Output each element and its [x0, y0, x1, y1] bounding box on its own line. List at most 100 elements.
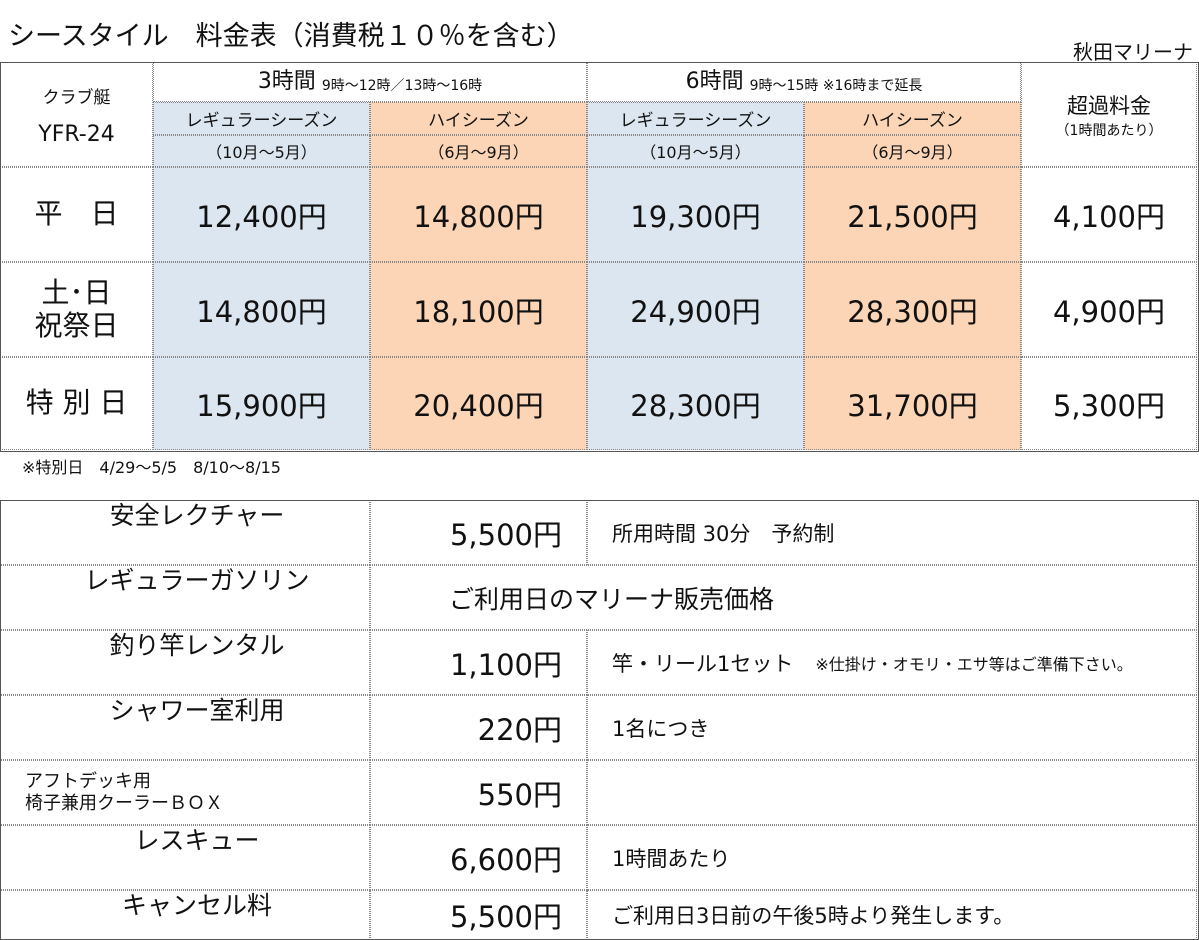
season-name: ハイシーズン: [862, 111, 963, 131]
season-name-cell: レギュラーシーズン: [587, 102, 804, 135]
price-cell: 31,700円: [804, 357, 1021, 450]
option-subnote: ※仕掛け・オモリ・エサ等はご準備下さい。: [815, 654, 1133, 674]
price-cell: 28,300円: [587, 357, 804, 450]
option-name: 釣り竿レンタル: [109, 631, 285, 660]
option-note-text: ご利用日3日前の午後5時より発生します。: [612, 904, 1015, 928]
season-period: （10月～5月）: [640, 143, 751, 162]
option-note-cell: 所用時間 30分 予約制: [587, 500, 1197, 565]
price: 24,900円: [630, 294, 761, 329]
price-cell: 24,900円: [587, 262, 804, 357]
option-note-text: 1名につき: [612, 716, 710, 741]
note-wrap: ※特別日 4/29～5/5 8/10～8/15: [22, 454, 622, 477]
price-cell: 15,900円: [153, 357, 370, 450]
option-item-cell: アフトデッキ用 椅子兼用クーラーＢＯＸ: [0, 760, 370, 825]
season-period-cell: （6月～9月）: [370, 135, 587, 167]
option-name: レスキュー: [134, 826, 260, 855]
option-price: 5,500円: [449, 517, 562, 552]
overtime-price: 4,900円: [1052, 294, 1166, 329]
season-period-cell: （10月～5月）: [153, 135, 370, 167]
price-cell: 20,400円: [370, 357, 587, 450]
option-merged-cell: ご利用日のマリーナ販売価格: [370, 565, 1197, 630]
option-note-text: 竿・リール1セット: [612, 651, 794, 676]
plan-hours: 9時～15時 ※16時まで延長: [749, 78, 923, 94]
price-cell: 18,100円: [370, 262, 587, 357]
option-item-cell: シャワー室利用: [0, 695, 370, 760]
season-period: （6月～9月）: [428, 143, 529, 162]
option-note-cell: [587, 760, 1197, 825]
plan-duration: 6時間: [685, 69, 744, 94]
option-price-cell: 1,100円: [370, 630, 587, 695]
day-label: 平 日: [34, 197, 119, 231]
option-note-cell: 1時間あたり: [587, 825, 1197, 890]
option-name: キャンセル料: [121, 891, 272, 920]
season-period-cell: （6月～9月）: [804, 135, 1021, 167]
option-note-text: 1時間あたり: [612, 846, 731, 871]
option-price: 220円: [477, 712, 562, 747]
option-merged: ご利用日のマリーナ販売価格: [449, 584, 775, 614]
overtime-price: 4,100円: [1052, 199, 1166, 234]
price: 28,300円: [847, 294, 978, 329]
title: シースタイル 料金表（消費税１０％を含む）: [8, 21, 574, 52]
price: 28,300円: [630, 388, 761, 423]
option-note-cell: ご利用日3日前の午後5時より発生します。: [587, 890, 1197, 940]
option-item-cell: 釣り竿レンタル: [0, 630, 370, 695]
location: 秋田マリーナ: [1073, 40, 1193, 64]
overtime-price-cell: 4,100円: [1021, 167, 1197, 262]
season-name-cell: ハイシーズン: [370, 102, 587, 135]
overtime-price-cell: 4,900円: [1021, 262, 1197, 357]
price: 31,700円: [847, 388, 978, 423]
price-cell: 19,300円: [587, 167, 804, 262]
option-name: 椅子兼用クーラーＢＯＸ: [25, 792, 223, 814]
boat-label: クラブ艇: [42, 87, 111, 108]
option-name: 安全レクチャー: [109, 501, 285, 530]
option-price-cell: 5,500円: [370, 500, 587, 565]
season-name: レギュラーシーズン: [185, 111, 338, 131]
option-price: 550円: [477, 777, 562, 812]
day-cell: 土･日 祝祭日: [0, 262, 153, 357]
option-name: レギュラーガソリン: [84, 566, 310, 595]
price-cell: 28,300円: [804, 262, 1021, 357]
price: 15,900円: [196, 388, 327, 423]
season-period: （10月～5月）: [206, 143, 317, 162]
season-period-cell: （10月～5月）: [587, 135, 804, 167]
season-period: （6月～9月）: [862, 143, 963, 162]
option-item-cell: レギュラーガソリン: [0, 565, 370, 630]
overtime-label: 超過料金: [1067, 93, 1151, 118]
day-label: 祝祭日: [34, 308, 119, 342]
price: 14,800円: [413, 199, 544, 234]
day-cell: 特 別 日: [0, 357, 153, 450]
option-price: 1,100円: [449, 647, 562, 682]
option-note-cell: 1名につき: [587, 695, 1197, 760]
price: 19,300円: [630, 199, 761, 234]
option-name: アフトデッキ用: [25, 770, 151, 792]
option-price-cell: 6,600円: [370, 825, 587, 890]
day-label: 特 別 日: [25, 386, 128, 420]
overtime-note: （1時間あたり）: [1055, 122, 1163, 139]
plan-duration: 3時間: [257, 69, 316, 94]
plan-cell: 6時間 9時～15時 ※16時まで延長: [587, 62, 1021, 102]
price: 14,800円: [196, 294, 327, 329]
option-price: 6,600円: [449, 842, 562, 877]
season-name: ハイシーズン: [428, 111, 529, 131]
option-price-cell: 550円: [370, 760, 587, 825]
boat-model: YFR-24: [38, 121, 115, 147]
price-cell: 21,500円: [804, 167, 1021, 262]
option-price-cell: 220円: [370, 695, 587, 760]
price-cell: 12,400円: [153, 167, 370, 262]
season-name: レギュラーシーズン: [619, 111, 772, 131]
overtime-price: 5,300円: [1052, 388, 1166, 423]
price: 12,400円: [196, 199, 327, 234]
season-name-cell: レギュラーシーズン: [153, 102, 370, 135]
option-price: 5,500円: [449, 900, 562, 934]
option-note-cell: 竿・リール1セット ※仕掛け・オモリ・エサ等はご準備下さい。: [587, 630, 1197, 695]
price-table-border: [0, 62, 1199, 452]
price: 21,500円: [847, 199, 978, 234]
day-label: 土･日: [41, 276, 112, 310]
price: 18,100円: [413, 294, 544, 329]
option-note-text: 所用時間 30分 予約制: [612, 521, 835, 546]
note: ※特別日 4/29～5/5 8/10～8/15: [22, 458, 281, 477]
price: 20,400円: [413, 388, 544, 423]
option-name: シャワー室利用: [109, 696, 285, 725]
price-cell: 14,800円: [370, 167, 587, 262]
